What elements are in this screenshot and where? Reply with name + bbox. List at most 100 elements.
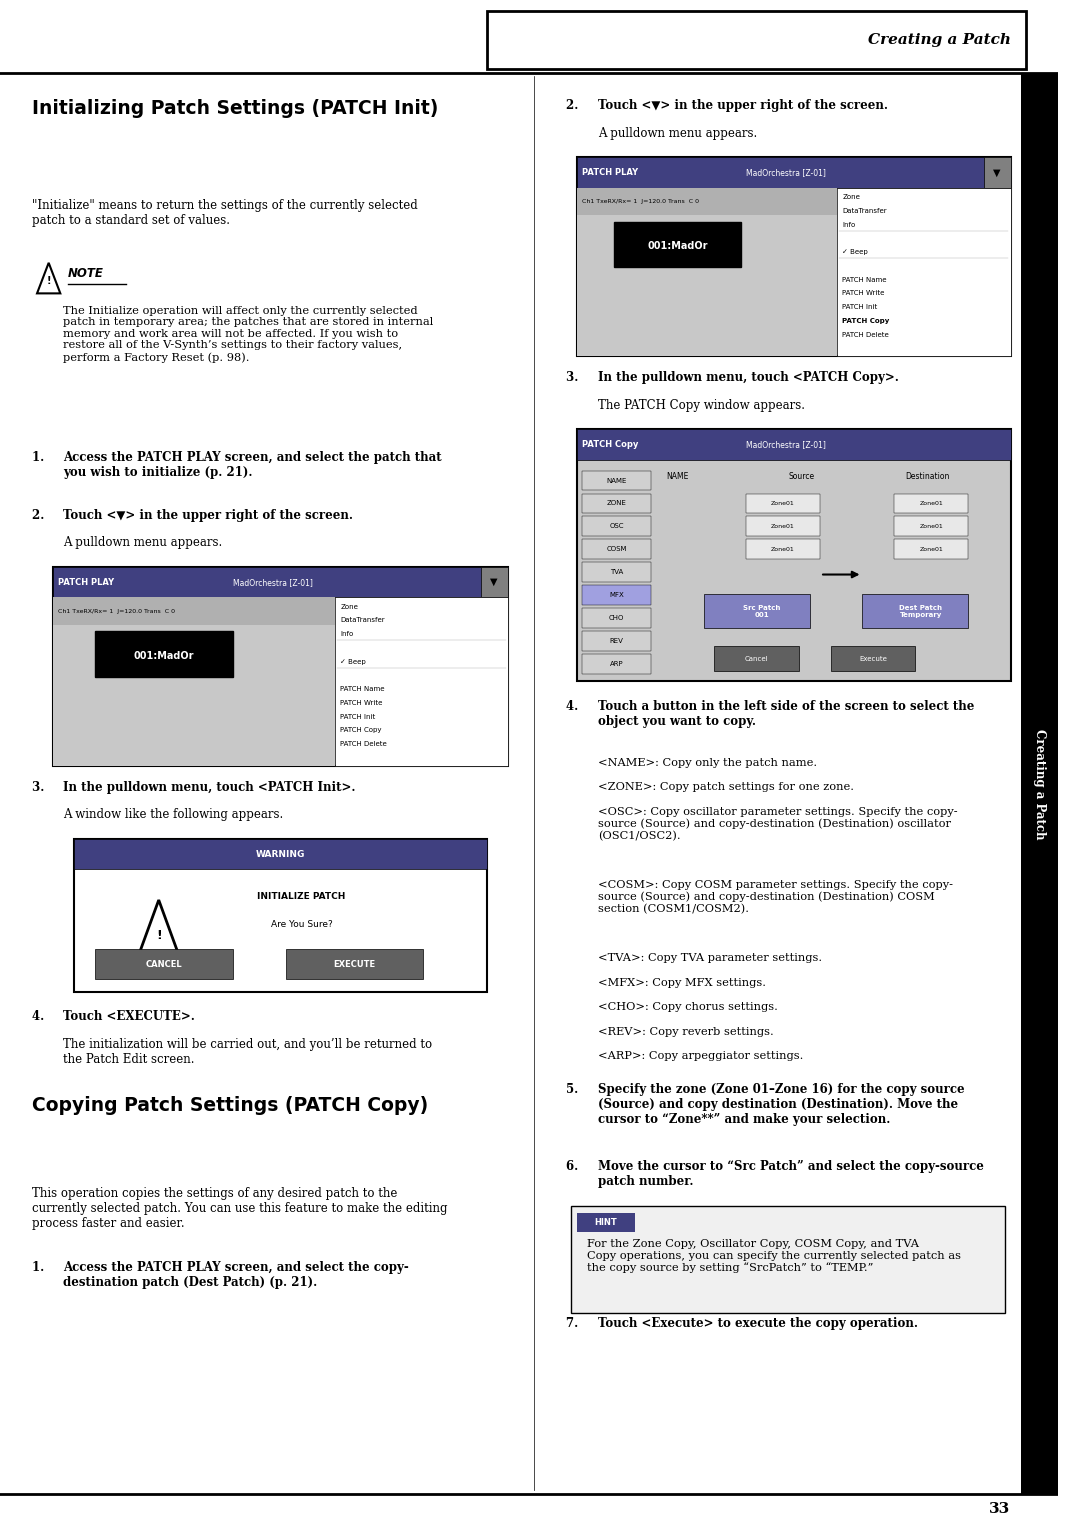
Text: CANCEL: CANCEL [146, 960, 183, 969]
Text: ✓ Beep: ✓ Beep [842, 249, 868, 255]
Text: Source: Source [788, 472, 814, 481]
Bar [75, 839, 487, 869]
Text: 001:MadOr: 001:MadOr [134, 651, 194, 660]
Text: NAME: NAME [606, 478, 626, 483]
Text: TVA: TVA [610, 570, 623, 575]
Text: <OSC>: Copy oscillator parameter settings. Specify the copy-
source (Source) and: <OSC>: Copy oscillator parameter setting… [598, 807, 958, 840]
Text: <TVA>: Copy TVA parameter settings.: <TVA>: Copy TVA parameter settings. [598, 953, 822, 964]
Bar [837, 188, 1011, 356]
Text: A pulldown menu appears.: A pulldown menu appears. [598, 127, 757, 141]
Bar [577, 429, 1011, 460]
Text: WARNING: WARNING [256, 850, 306, 859]
Polygon shape [37, 263, 60, 293]
Bar [53, 567, 508, 597]
FancyBboxPatch shape [577, 429, 1011, 681]
Text: PATCH PLAY: PATCH PLAY [58, 578, 114, 587]
Bar [582, 585, 651, 605]
Text: REV: REV [609, 639, 623, 643]
Text: In the pulldown menu, touch <PATCH Init>.: In the pulldown menu, touch <PATCH Init>… [64, 781, 356, 795]
Text: 1.: 1. [31, 1261, 49, 1274]
Text: <NAME>: Copy only the patch name.: <NAME>: Copy only the patch name. [598, 758, 816, 769]
Text: 1.: 1. [31, 451, 49, 465]
Bar [582, 516, 651, 536]
Bar [746, 494, 820, 513]
Bar [704, 594, 810, 628]
FancyBboxPatch shape [75, 839, 487, 992]
Text: Initializing Patch Settings (PATCH Init): Initializing Patch Settings (PATCH Init) [31, 99, 438, 118]
Text: Creating a Patch: Creating a Patch [867, 32, 1011, 47]
Text: 4.: 4. [31, 1010, 49, 1024]
Text: Ch1 TxeRX/Rx= 1  J=120.0 Trans  C 0: Ch1 TxeRX/Rx= 1 J=120.0 Trans C 0 [582, 199, 699, 205]
Text: PATCH Write: PATCH Write [340, 700, 382, 706]
Text: OSC: OSC [609, 524, 623, 529]
Text: PATCH Copy: PATCH Copy [582, 440, 638, 449]
Text: <MFX>: Copy MFX settings.: <MFX>: Copy MFX settings. [598, 978, 766, 989]
Text: ▼: ▼ [994, 168, 1000, 177]
Text: Touch <EXECUTE>.: Touch <EXECUTE>. [64, 1010, 195, 1024]
Text: Zone01: Zone01 [771, 524, 795, 529]
Text: MFX: MFX [609, 593, 624, 597]
Text: Zone01: Zone01 [771, 547, 795, 552]
Text: <ARP>: Copy arpeggiator settings.: <ARP>: Copy arpeggiator settings. [598, 1051, 804, 1062]
Text: <REV>: Copy reverb settings.: <REV>: Copy reverb settings. [598, 1027, 773, 1038]
Text: PATCH Init: PATCH Init [842, 304, 878, 310]
Text: This operation copies the settings of any desired patch to the
currently selecte: This operation copies the settings of an… [31, 1187, 447, 1230]
Bar [582, 539, 651, 559]
Bar [894, 516, 969, 536]
Text: Info: Info [842, 222, 855, 228]
Text: Cancel: Cancel [745, 656, 769, 662]
Text: !: ! [46, 277, 51, 286]
Text: ARP: ARP [609, 662, 623, 666]
Text: Specify the zone (Zone 01–Zone 16) for the copy source
(Source) and copy destina: Specify the zone (Zone 01–Zone 16) for t… [598, 1083, 964, 1126]
Text: CHO: CHO [609, 616, 624, 620]
Text: Dest Patch
Temporary: Dest Patch Temporary [900, 605, 942, 617]
Text: 6.: 6. [566, 1160, 582, 1174]
Text: EXECUTE: EXECUTE [334, 960, 376, 969]
Bar [613, 222, 741, 267]
Text: PATCH Delete: PATCH Delete [340, 741, 387, 747]
FancyBboxPatch shape [571, 1206, 1005, 1313]
Text: Creating a Patch: Creating a Patch [1034, 729, 1047, 839]
Text: A pulldown menu appears.: A pulldown menu appears. [64, 536, 222, 550]
Bar [577, 157, 1011, 188]
Text: 7.: 7. [566, 1317, 582, 1331]
Text: Access the PATCH PLAY screen, and select the copy-
destination patch (Dest Patch: Access the PATCH PLAY screen, and select… [64, 1261, 409, 1288]
Bar [582, 562, 651, 582]
Bar [984, 157, 1011, 188]
Text: ZONE: ZONE [607, 501, 626, 506]
Text: Src Patch
001: Src Patch 001 [743, 605, 781, 617]
Text: PATCH Name: PATCH Name [340, 686, 384, 692]
Bar [746, 516, 820, 536]
Text: Zone01: Zone01 [919, 524, 943, 529]
Text: PATCH Name: PATCH Name [842, 277, 887, 283]
Text: <COSM>: Copy COSM parameter settings. Specify the copy-
source (Source) and copy: <COSM>: Copy COSM parameter settings. Sp… [598, 880, 953, 914]
Bar [286, 949, 423, 979]
Bar [894, 539, 969, 559]
Text: In the pulldown menu, touch <PATCH Copy>.: In the pulldown menu, touch <PATCH Copy>… [598, 371, 899, 385]
Bar [714, 646, 799, 671]
Bar [746, 539, 820, 559]
Bar [577, 1213, 635, 1232]
Text: 4.: 4. [566, 700, 582, 714]
Text: Info: Info [340, 631, 353, 637]
Bar [1022, 73, 1058, 1494]
Text: Touch <▼> in the upper right of the screen.: Touch <▼> in the upper right of the scre… [598, 99, 888, 113]
Text: 3.: 3. [566, 371, 582, 385]
Bar [582, 631, 651, 651]
Text: Ch1 TxeRX/Rx= 1  J=120.0 Trans  C 0: Ch1 TxeRX/Rx= 1 J=120.0 Trans C 0 [58, 608, 175, 614]
Bar [335, 597, 508, 766]
Text: Execute: Execute [859, 656, 887, 662]
Bar [582, 608, 651, 628]
Polygon shape [137, 900, 180, 958]
Text: A window like the following appears.: A window like the following appears. [64, 808, 284, 822]
Text: PATCH Delete: PATCH Delete [842, 332, 889, 338]
Text: ✓ Beep: ✓ Beep [340, 659, 366, 665]
Text: Touch <Execute> to execute the copy operation.: Touch <Execute> to execute the copy oper… [598, 1317, 918, 1331]
Bar [582, 654, 651, 674]
Bar [53, 597, 335, 766]
Text: Touch a button in the left side of the screen to select the
object you want to c: Touch a button in the left side of the s… [598, 700, 974, 727]
Bar [95, 631, 233, 677]
Bar [482, 567, 508, 597]
Text: 2.: 2. [31, 509, 49, 523]
Text: PATCH Copy: PATCH Copy [340, 727, 382, 733]
